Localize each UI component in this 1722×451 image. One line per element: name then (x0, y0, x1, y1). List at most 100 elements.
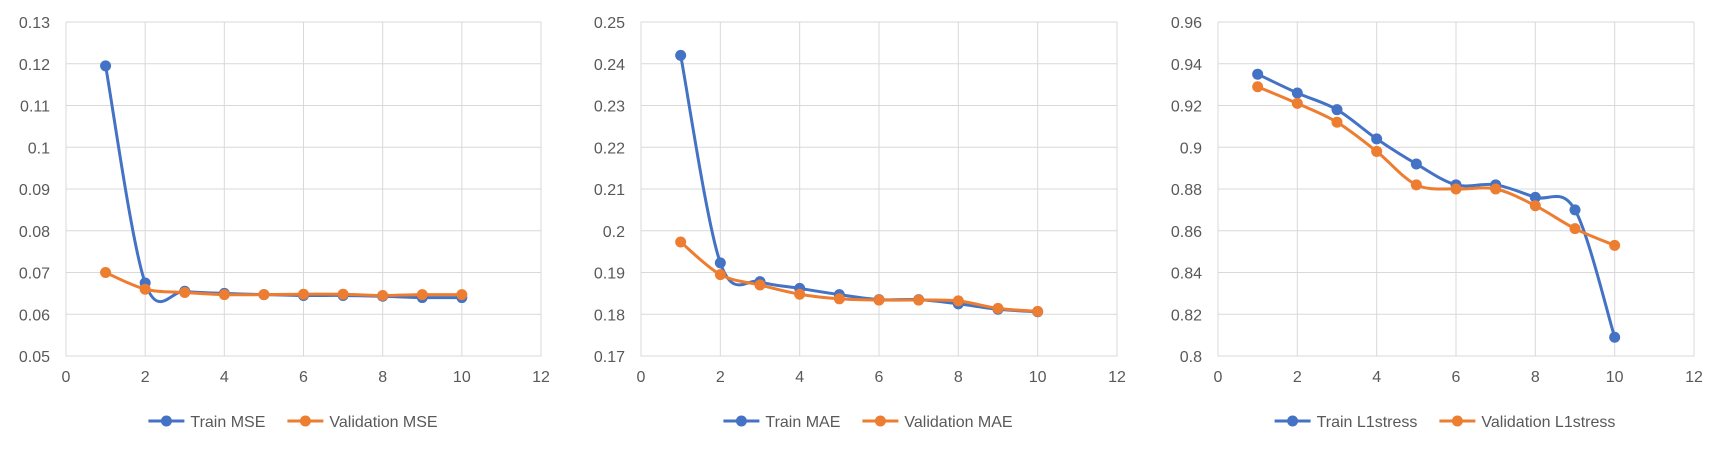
data-point (1450, 183, 1462, 195)
x-tick-label: 2 (1293, 369, 1302, 386)
y-tick-label: 0.19 (594, 266, 625, 283)
y-tick-label: 0.9 (1180, 140, 1202, 157)
data-point (1529, 200, 1541, 212)
data-point (377, 289, 389, 301)
chart-2: 0.17 0.18 0.19 0.2 0.21 0.22 0.23 0.24 0.25 0 2 4 6 8… (594, 15, 1126, 431)
data-point (1331, 116, 1343, 128)
data-point (1410, 158, 1422, 170)
x-tick-label: 0 (62, 369, 71, 386)
data-point (1569, 223, 1581, 235)
series-line-train (679, 53, 1040, 314)
legend-marker-icon (874, 415, 886, 427)
series-markers-validation (100, 267, 468, 301)
legend-marker-icon (160, 415, 172, 427)
data-point (456, 289, 468, 301)
y-tick-label: 0.06 (19, 307, 50, 324)
x-tick-label: 12 (1108, 369, 1126, 386)
plot-area (65, 21, 542, 357)
legend-marker-icon (299, 415, 311, 427)
y-tick-label: 0.23 (594, 99, 625, 116)
legend: Train MSE Validation MSE (148, 414, 438, 431)
y-tick-label: 0.2 (603, 224, 625, 241)
x-tick-label: 10 (453, 369, 471, 386)
data-point (1291, 87, 1303, 99)
y-tick-label: 0.96 (1171, 15, 1202, 32)
legend-marker-icon (1287, 415, 1299, 427)
data-point (873, 294, 885, 306)
y-tick-label: 0.22 (594, 140, 625, 157)
y-tick-label: 0.05 (19, 349, 50, 366)
x-tick-label: 0 (1214, 369, 1223, 386)
data-point (1569, 204, 1581, 216)
data-point (416, 289, 428, 301)
legend-item: Validation L1stress (1439, 414, 1615, 431)
legend-label: Validation L1stress (1481, 414, 1615, 431)
data-point (298, 288, 309, 300)
x-tick-label: 8 (954, 369, 963, 386)
data-point (100, 267, 112, 278)
data-point (218, 289, 230, 301)
legend-item: Validation MSE (287, 414, 438, 431)
data-point (1371, 145, 1383, 157)
legend: Train MAE Validation MAE (723, 414, 1013, 431)
data-point (1529, 191, 1541, 203)
legend-item: Train L1stress (1274, 414, 1418, 431)
x-tick-label: 0 (637, 369, 646, 386)
data-point (1609, 239, 1621, 251)
legend-label: Train MAE (765, 414, 840, 431)
legend-label: Validation MSE (329, 414, 437, 431)
series-markers-validation (675, 236, 1044, 317)
data-point (100, 60, 112, 72)
y-tick-label: 0.12 (19, 57, 50, 74)
data-point (1252, 68, 1264, 80)
legend-label: Train L1stress (1317, 414, 1418, 431)
series-markers-train (1252, 68, 1621, 343)
y-tick-label: 0.25 (594, 15, 625, 32)
data-point (754, 279, 766, 291)
x-tick-label: 8 (1531, 369, 1540, 386)
x-tick-label: 2 (141, 369, 150, 386)
chart-3: 0.8 0.82 0.84 0.86 0.88 0.9 0.92 0.94 0.96 0 2 4 6 8 1… (1171, 15, 1703, 431)
x-tick-label: 4 (220, 369, 229, 386)
x-tick-label: 12 (532, 369, 550, 386)
legend-item: Train MAE (723, 414, 840, 431)
data-point (337, 288, 349, 300)
data-point (139, 283, 151, 295)
y-tick-label: 0.11 (20, 99, 50, 116)
data-point (833, 293, 845, 305)
series-markers-validation (1252, 81, 1621, 251)
x-tick-label: 6 (1452, 369, 1461, 386)
y-tick-label: 0.08 (19, 224, 50, 241)
y-tick-label: 0.21 (594, 182, 625, 199)
x-tick-label: 6 (299, 369, 308, 386)
series-line-train (104, 64, 464, 304)
data-point (1410, 179, 1422, 191)
data-point (675, 236, 687, 248)
y-tick-label: 0.88 (1171, 182, 1202, 199)
legend-marker-icon (1451, 415, 1463, 427)
data-point (1490, 183, 1502, 195)
data-point (1291, 97, 1303, 109)
data-point (952, 295, 964, 307)
y-tick-label: 0.86 (1171, 224, 1202, 241)
y-tick-label: 0.17 (594, 349, 625, 366)
gridlines (640, 21, 1118, 357)
data-point (1609, 331, 1621, 343)
legend-label: Train MSE (190, 414, 265, 431)
series-markers-train (100, 60, 468, 304)
x-tick-label: 2 (716, 369, 725, 386)
legend: Train L1stress Validation L1stress (1274, 414, 1615, 431)
x-tick-label: 4 (795, 369, 804, 386)
data-point (258, 289, 270, 301)
data-point (992, 302, 1004, 314)
series-line-validation (679, 240, 1040, 313)
data-point (1252, 81, 1264, 93)
series-line-validation (1256, 85, 1617, 247)
x-tick-label: 6 (875, 369, 884, 386)
data-point (1331, 104, 1343, 116)
x-tick-label: 10 (1029, 369, 1047, 386)
legend-label: Validation MAE (904, 414, 1012, 431)
data-point (179, 287, 191, 299)
y-tick-label: 0.09 (19, 182, 50, 199)
